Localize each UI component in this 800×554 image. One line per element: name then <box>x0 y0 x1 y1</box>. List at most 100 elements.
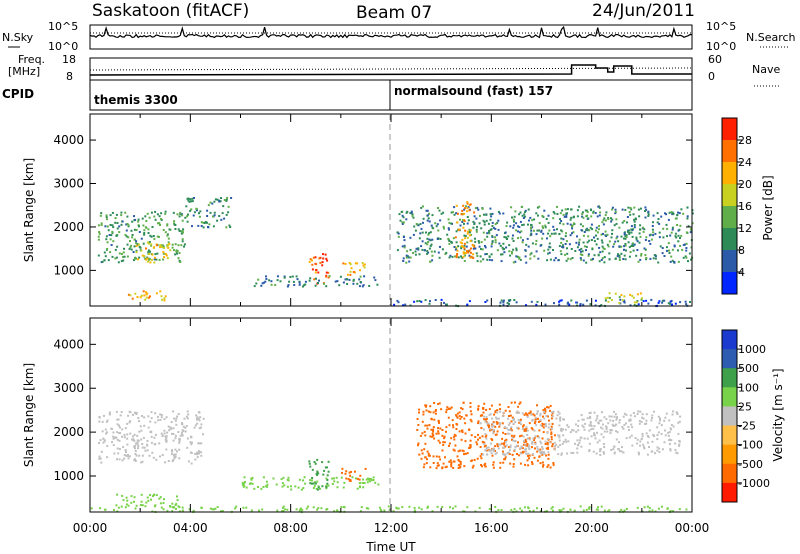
echo-cell <box>426 450 429 453</box>
echo-cell <box>548 229 551 232</box>
echo-cell <box>455 241 458 244</box>
power-colorbar-swatch <box>722 140 737 163</box>
echo-cell <box>576 451 579 454</box>
velocity-colorbar-tick-label: 1000 <box>738 343 766 356</box>
echo-cell <box>154 421 157 424</box>
echo-cell <box>599 251 602 254</box>
echo-cell <box>623 412 626 415</box>
echo-cell <box>287 284 290 287</box>
echo-cell <box>162 508 165 511</box>
echo-cell <box>178 230 181 232</box>
echo-cell <box>514 440 517 442</box>
echo-cell <box>125 454 128 457</box>
echo-cell <box>581 418 584 421</box>
velocity-colorbar-frame <box>721 329 738 503</box>
echo-cell <box>547 464 550 467</box>
echo-cell <box>241 481 244 484</box>
echo-cell <box>135 504 138 507</box>
echo-cell <box>191 197 194 200</box>
echo-cell <box>281 485 284 488</box>
echo-cell <box>509 444 512 447</box>
echo-cell <box>486 449 488 452</box>
echo-cell <box>450 461 453 464</box>
echo-cell <box>153 215 156 218</box>
echo-cell <box>100 222 103 225</box>
echo-cell <box>133 496 136 499</box>
echo-cell <box>630 434 633 437</box>
echo-cell <box>511 237 514 240</box>
echo-cell <box>98 420 101 423</box>
echo-cell <box>583 231 586 233</box>
echo-cell <box>363 266 366 269</box>
echo-cell <box>501 437 504 440</box>
echo-cell <box>596 431 598 434</box>
echo-cell <box>155 244 158 247</box>
echo-cell <box>190 443 193 446</box>
echo-cell <box>541 225 544 228</box>
echo-cell <box>490 404 493 407</box>
echo-cell <box>691 222 694 225</box>
echo-cell <box>530 226 532 229</box>
echo-cell <box>179 211 182 214</box>
echo-cell <box>175 249 178 252</box>
echo-cell <box>359 281 362 283</box>
echo-cell <box>113 452 116 455</box>
echo-cell <box>489 413 492 416</box>
time-tick-label: 08:00 <box>273 521 308 535</box>
echo-cell <box>441 429 444 431</box>
echo-cell <box>677 234 680 237</box>
echo-cell <box>342 486 345 489</box>
echo-cell <box>611 206 614 209</box>
echo-cell <box>473 459 476 461</box>
power-colorbar-swatch <box>722 184 737 207</box>
echo-cell <box>149 420 152 423</box>
echo-cell <box>654 254 657 257</box>
echo-cell <box>670 439 673 442</box>
velocity-colorbar-swatch <box>722 349 737 369</box>
echo-cell <box>590 239 593 241</box>
echo-cell <box>603 217 606 220</box>
echo-cell <box>434 222 437 225</box>
echo-cell <box>517 405 520 408</box>
echo-cell <box>630 208 633 211</box>
echo-cell <box>303 284 306 287</box>
echo-cell <box>534 420 537 423</box>
echo-cell <box>137 417 140 419</box>
echo-cell <box>438 441 441 444</box>
echo-cell <box>684 300 687 303</box>
echo-cell <box>502 450 504 453</box>
echo-cell <box>508 415 510 417</box>
echo-cell <box>547 406 550 409</box>
echo-cell <box>177 244 180 247</box>
echo-cell <box>488 426 490 429</box>
echo-cell <box>607 218 610 221</box>
echo-cell <box>466 250 468 253</box>
echo-cell <box>497 509 500 511</box>
echo-cell <box>478 245 481 248</box>
echo-cell <box>147 228 150 231</box>
echo-cell <box>309 258 312 261</box>
echo-cell <box>146 444 149 447</box>
echo-cell <box>539 244 542 247</box>
echo-cell <box>116 245 119 248</box>
echo-cell <box>546 237 548 240</box>
echo-cell <box>484 245 486 247</box>
y-tick-label: 2000 <box>53 220 84 234</box>
echo-cell <box>476 225 478 228</box>
echo-cell <box>146 212 149 215</box>
echo-cell <box>123 454 126 456</box>
echo-cell <box>154 412 157 415</box>
echo-cell <box>488 429 491 432</box>
echo-cell <box>196 451 198 454</box>
echo-cell <box>508 449 511 452</box>
echo-cell <box>318 257 321 260</box>
echo-cell <box>469 230 472 233</box>
echo-cell <box>598 246 601 249</box>
echo-cell <box>629 251 632 253</box>
echo-cell <box>602 423 604 426</box>
echo-cell <box>646 505 649 508</box>
echo-cell <box>486 299 489 302</box>
echo-cell <box>502 301 505 304</box>
echo-cell <box>552 225 555 228</box>
echo-cell <box>197 452 200 454</box>
